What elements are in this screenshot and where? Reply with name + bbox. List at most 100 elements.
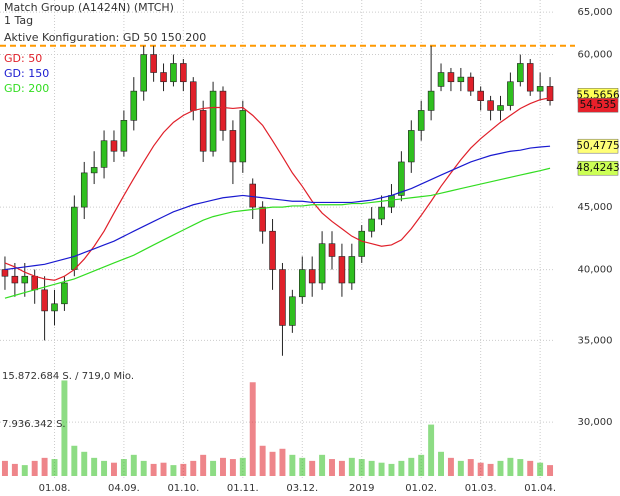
candle-body [160,72,167,83]
x-tick-label: 01.02. [405,483,437,494]
candle-body [130,90,138,121]
y-tick-label: 45,000 [578,202,613,213]
price-label: 50,4775 [576,140,619,152]
candle-body [11,275,19,284]
volume-tick-label: 15.872.684 S. / 719,0 Mio. [2,371,134,382]
candle-body [299,269,306,298]
candle-body [536,86,544,92]
candle-body [51,303,58,312]
candle-body [308,269,316,284]
volume-bar [368,460,375,476]
candle-body [1,269,9,277]
candle-body [140,54,147,92]
legend-label: GD: 150 [4,67,49,80]
volume-bar [418,454,425,476]
x-tick-label: 01.11. [227,483,259,494]
volume-bar [507,457,514,476]
volume-bar [190,460,197,476]
volume-bar [438,451,444,476]
candle-body [31,275,38,291]
x-tick-label: 01.08. [39,483,71,494]
volume-bar [140,460,147,476]
y-tick-label: 40,000 [578,265,613,276]
legend-label: GD: 50 [4,52,42,65]
candle-body [507,81,514,106]
legend: GD: 50 GD: 150 GD: 200 [4,52,49,95]
volume-bar [130,454,137,476]
volume-bar [120,459,127,476]
x-tick-label: 01.03. [465,483,497,494]
candle-body [408,130,415,163]
volume-bar [269,451,276,476]
price-axis: 65,00060,00045,00040,00035,00030,00055,5… [576,7,620,428]
candle-body [150,54,157,73]
candle-body [120,120,128,152]
volume-bar [41,457,48,476]
volume-bar [487,463,494,476]
candle-body [487,100,494,111]
candle-body [259,206,266,232]
volume-bar [170,465,177,476]
price-label-box [577,97,619,113]
plot [0,44,575,476]
candle-body [378,206,385,220]
candle-body [279,269,286,326]
candle-body [219,90,227,131]
candle-body [398,161,405,196]
price-label: 48,4243 [576,162,619,174]
volume-bar [408,457,415,476]
volume-bar [91,457,98,476]
volume-bar [388,463,395,476]
volume-bar [249,382,256,476]
volume-bar [160,462,167,476]
chart-subtitle: 1 Tag [4,14,33,27]
volume-bar [81,451,88,476]
annotation: Aktive Konfiguration: GD 50 150 200 [4,31,206,44]
volume-bar [180,463,187,476]
candle-body [457,76,465,83]
candle-body [189,81,197,111]
candle-body [467,76,475,92]
volume-bar [537,462,544,476]
volume-bar [547,465,554,476]
ma-line [4,145,551,271]
volume-bar [527,460,534,476]
candle-body [41,289,48,312]
volume-bar [289,454,296,476]
ma-line [4,167,551,299]
candle-body [388,195,395,208]
volume-bar [21,465,28,476]
volume-bar [200,454,207,476]
volume-bar [31,460,38,476]
candle-body [170,63,177,83]
candle-body [417,110,425,131]
volume-bar [259,445,266,476]
candle-body [289,296,296,326]
y-tick-label: 35,000 [578,335,613,346]
candle-body [427,90,435,111]
price-label-box [577,160,619,176]
candle-body [447,72,455,83]
candle-body [517,63,524,83]
volume-bar [338,460,345,476]
candle-body [497,105,504,111]
chart-title: Match Group (A1424N) (MTCH) [4,1,174,14]
volume-bar [467,459,474,476]
candle-body [358,230,366,257]
candle-body [239,110,247,163]
candle-body [546,86,554,101]
volume-bar [61,380,68,476]
volume-bar [1,460,8,476]
volume-bar [309,460,316,476]
volume-bar [239,457,246,476]
y-tick-label: 30,000 [578,417,613,428]
x-tick-label: 01.10. [167,483,199,494]
volume-bar [51,459,58,476]
candle-body [318,243,326,284]
x-tick-label: 04.09. [108,483,140,494]
candle-body [477,90,484,101]
volume-bar [210,460,217,476]
volume-bar [477,462,484,476]
